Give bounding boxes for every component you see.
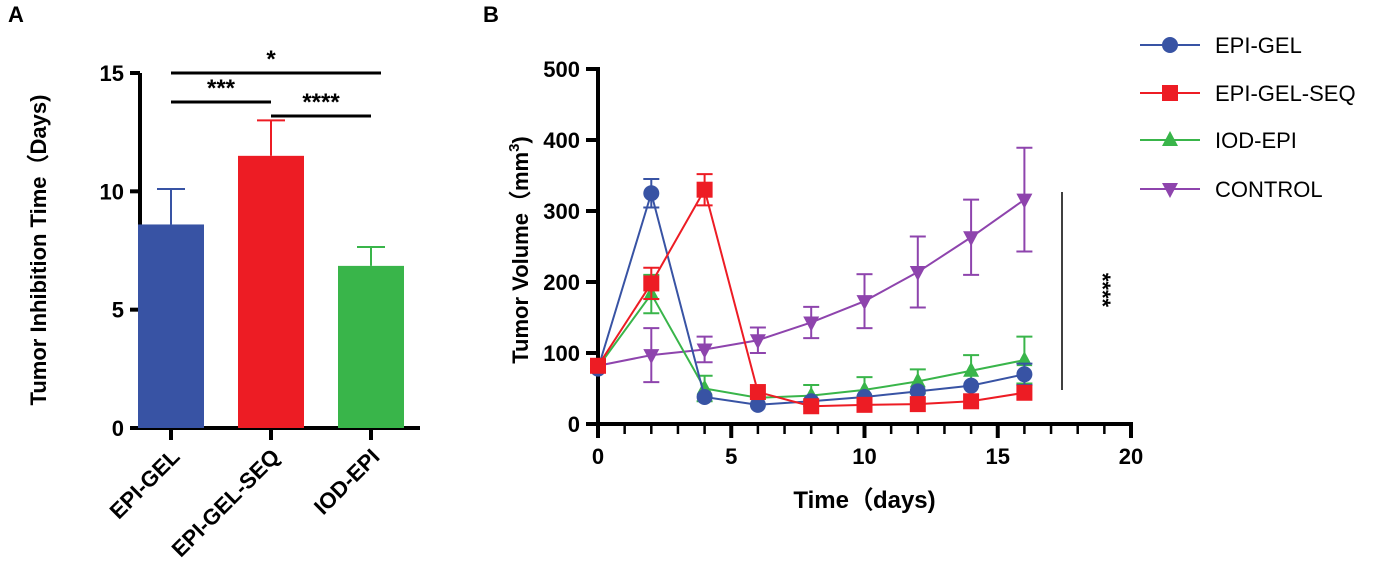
data-point [963, 393, 980, 410]
x-tick-label: 15 [986, 444, 1010, 469]
y-tick-label: 300 [543, 199, 580, 224]
panel-label-a: A [8, 2, 24, 27]
x-tick-label: 0 [592, 444, 604, 469]
x-tick-label: 20 [1119, 444, 1143, 469]
x-tick-label: 5 [725, 444, 737, 469]
x-tick-label: 10 [852, 444, 876, 469]
data-point [803, 398, 820, 415]
y-tick-label: 400 [543, 128, 580, 153]
legend-marker [1162, 85, 1178, 101]
data-point [749, 384, 766, 401]
series-epi-gel-seq [590, 173, 1033, 415]
significance-label: * [266, 46, 276, 73]
y-tick-label: 10 [100, 179, 124, 204]
bar-iod-epi [338, 265, 404, 428]
data-point [643, 185, 660, 202]
x-tick-label: EPI-GEL [105, 444, 185, 524]
data-point [590, 357, 606, 374]
legend-label: IOD-EPI [1215, 128, 1297, 153]
y-tick-label: 0 [568, 412, 580, 437]
legend-label: EPI-GEL-SEQ [1215, 81, 1356, 106]
data-point [856, 396, 873, 413]
data-point [696, 181, 713, 198]
data-point [696, 389, 713, 406]
legend-label: EPI-GEL [1215, 33, 1302, 58]
y-tick-label: 5 [112, 298, 124, 323]
bar-epi-gel-seq [238, 155, 304, 429]
data-point [1016, 384, 1033, 401]
legend-item: EPI-GEL-SEQ [1140, 81, 1356, 106]
series-control [590, 146, 1033, 384]
data-point [803, 316, 820, 332]
y-axis-label: Tumor Volume（mm3) [506, 136, 533, 364]
legend-marker [1162, 131, 1178, 146]
line-chart-panel-b: 0 100 200 300 400 500 0 5 10 15 20 Time（days) Tumor … [506, 33, 1356, 514]
data-point [1016, 366, 1033, 383]
data-point [1016, 193, 1033, 209]
data-point [749, 334, 766, 350]
y-tick-label: 100 [543, 341, 580, 366]
legend-item: CONTROL [1140, 177, 1323, 202]
data-point [909, 396, 926, 413]
y-tick-label: 500 [543, 57, 580, 82]
y-tick-label: 15 [100, 61, 124, 86]
x-tick-label: IOD-EPI [309, 444, 385, 520]
legend-item: IOD-EPI [1140, 128, 1297, 153]
data-point [909, 372, 926, 388]
y-tick-label: 0 [112, 416, 124, 441]
data-point [909, 266, 926, 282]
series-line [597, 198, 1025, 367]
data-point [963, 361, 980, 377]
data-point [963, 231, 980, 247]
data-point [1016, 351, 1033, 367]
data-point [749, 396, 766, 413]
data-point [963, 377, 980, 394]
x-axis-label: Time（days) [793, 487, 935, 514]
data-point [856, 295, 873, 311]
legend-marker [1162, 183, 1178, 198]
panel-label-b: B [483, 2, 499, 27]
y-axis-label: Tumor Inhibition Time（Days) [26, 95, 51, 406]
significance-label: **** [302, 89, 340, 116]
significance-label: *** [207, 75, 236, 102]
y-tick-label: 200 [543, 270, 580, 295]
legend-item: EPI-GEL [1140, 33, 1302, 58]
significance-label: **** [1090, 273, 1115, 308]
data-point [909, 383, 926, 400]
legend-label: CONTROL [1215, 177, 1323, 202]
legend-marker [1162, 37, 1178, 53]
bar-epi-gel [138, 224, 204, 428]
data-point [643, 349, 660, 365]
data-point [643, 275, 660, 292]
data-point [696, 343, 713, 359]
